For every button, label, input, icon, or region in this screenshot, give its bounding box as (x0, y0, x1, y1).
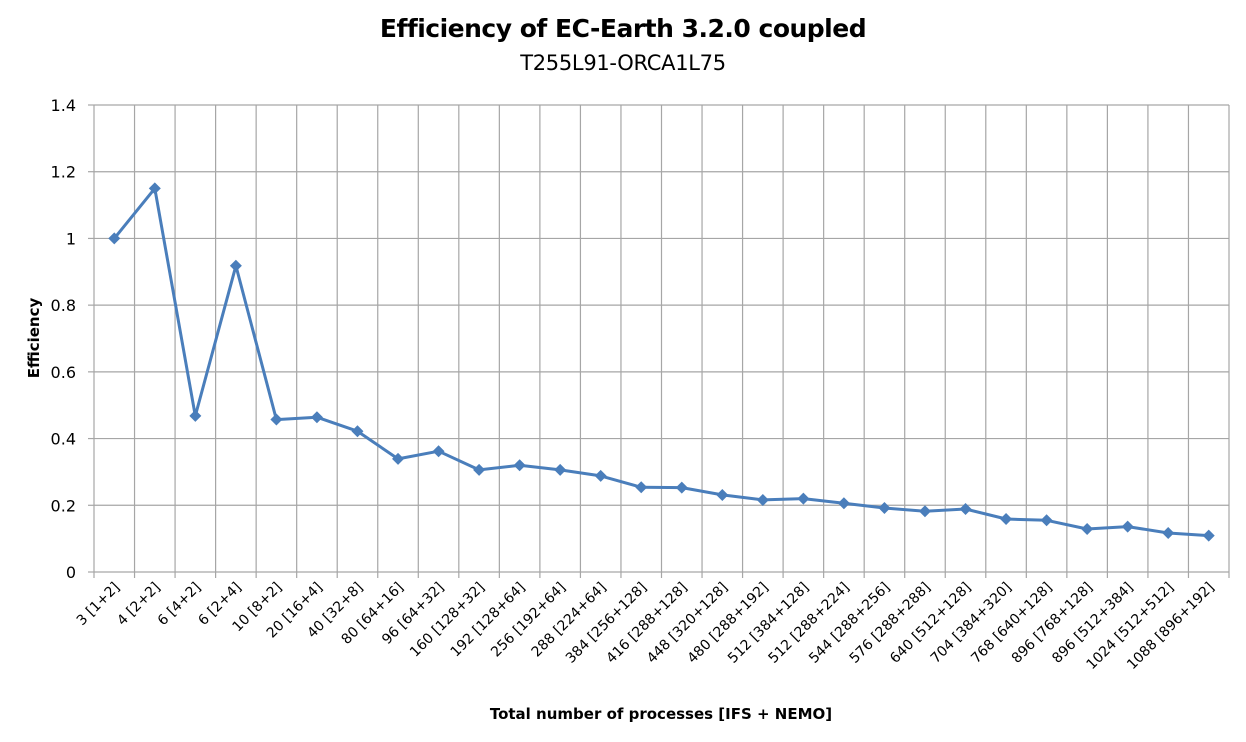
y-tick-label: 0.8 (51, 296, 76, 315)
y-tick-label: 0 (66, 563, 76, 582)
y-axis-title: Efficiency (25, 298, 43, 379)
y-axis-ticks: 0 0.2 0.4 0.6 0.8 1 1.2 1.4 (51, 96, 94, 582)
data-point-marker (675, 481, 688, 494)
data-point-marker (594, 469, 607, 482)
y-tick-label: 1 (66, 229, 76, 248)
chart-title: Efficiency of EC-Earth 3.2.0 coupled (379, 14, 867, 43)
data-point-marker (918, 505, 931, 518)
series-efficiency (108, 182, 1215, 542)
data-point-marker (513, 459, 526, 472)
data-point-marker (797, 492, 810, 505)
data-point-marker (310, 411, 323, 424)
chart-subtitle: T255L91-ORCA1L75 (520, 51, 726, 75)
data-point-marker (716, 488, 729, 501)
data-point-marker (756, 493, 769, 506)
x-tick-label: 3 [1+2] (74, 580, 123, 629)
data-point-marker (351, 425, 364, 438)
x-tick-label: 4 [2+2] (114, 580, 163, 629)
data-point-marker (837, 497, 850, 510)
data-point-marker (1162, 526, 1175, 539)
x-axis-ticks: 3 [1+2]4 [2+2]6 [4+2]6 [2+4]10 [8+2]20 [… (74, 572, 1230, 673)
y-tick-label: 0.2 (51, 496, 76, 515)
data-point-marker (229, 259, 242, 272)
data-point-marker (148, 182, 161, 195)
data-point-marker (270, 413, 283, 426)
y-tick-label: 1.2 (51, 163, 76, 182)
data-point-marker (1000, 512, 1013, 525)
y-tick-label: 1.4 (51, 96, 76, 115)
y-tick-label: 0.4 (51, 430, 76, 449)
data-point-marker (392, 452, 405, 465)
data-point-marker (473, 463, 486, 476)
data-point-marker (189, 409, 202, 422)
x-axis-title: Total number of processes [IFS + NEMO] (490, 705, 832, 723)
data-point-marker (1121, 520, 1134, 533)
data-point-marker (878, 501, 891, 514)
data-point-marker (108, 232, 121, 245)
data-point-marker (959, 502, 972, 515)
data-point-marker (432, 445, 445, 458)
data-point-marker (554, 463, 567, 476)
data-point-marker (635, 481, 648, 494)
x-tick-label: 6 [4+2] (155, 580, 204, 629)
data-point-marker (1081, 522, 1094, 535)
data-point-marker (1040, 514, 1053, 527)
y-tick-label: 0.6 (51, 363, 76, 382)
data-point-marker (1202, 529, 1215, 542)
gridlines (93, 104, 1230, 573)
series-line (113, 186, 1209, 538)
